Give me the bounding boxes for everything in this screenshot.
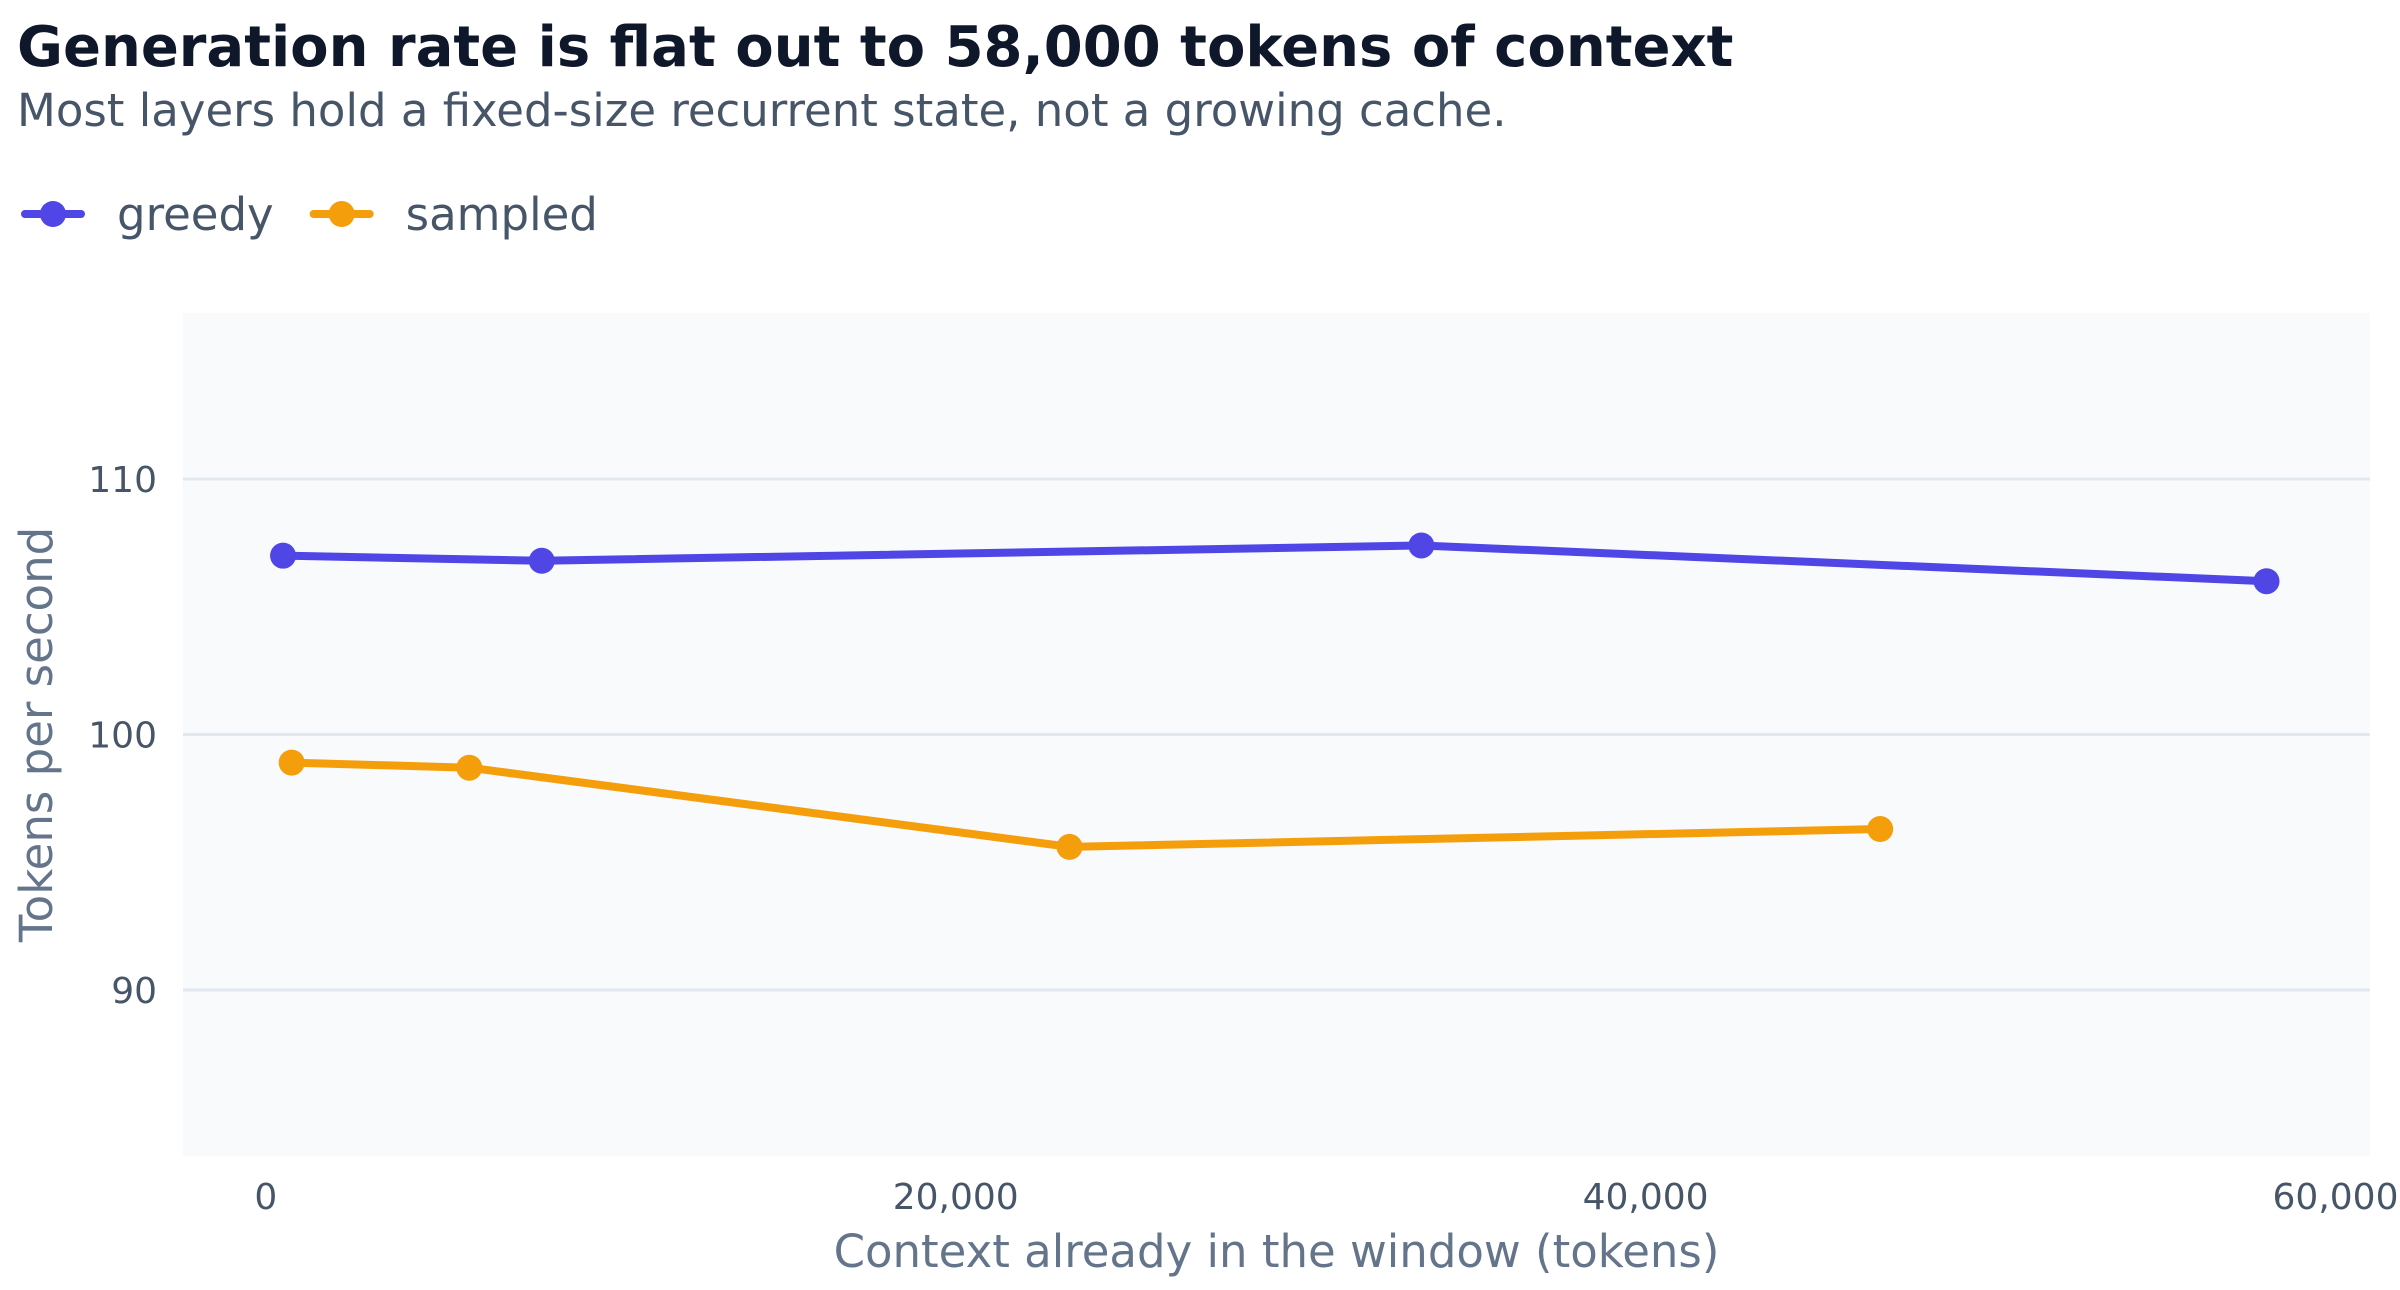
data-point-greedy [270,542,297,569]
series-line-greedy [279,541,2271,586]
series-line-sampled [287,758,1885,851]
y-tick-label: 110 [88,460,157,501]
data-point-sampled [1056,833,1083,860]
legend-swatch-marker [40,201,66,227]
gridlines [183,477,2370,992]
y-axis-title: Tokens per second [10,527,63,943]
y-axis-ticks: 90 100 110 [88,460,157,1012]
y-tick-label: 90 [111,971,157,1012]
series-sampled [278,749,1894,860]
chart-subtitle: Most layers hold a fixed-size recurrent … [17,84,1507,137]
legend: greedy sampled [21,188,598,241]
data-point-greedy [1408,532,1435,559]
x-tick-label: 0 [254,1177,277,1218]
x-tick-label: 40,000 [1583,1177,1709,1218]
data-point-sampled [278,749,305,776]
data-point-sampled [1867,816,1894,843]
legend-swatch-marker [328,201,355,227]
legend-item-sampled: sampled [309,188,598,241]
data-point-greedy [528,547,555,574]
legend-item-greedy: greedy [21,188,274,241]
x-tick-label: 60,000 [2273,1177,2399,1218]
series-layer [270,532,2280,860]
y-tick-label: 100 [88,716,157,757]
chart-title: Generation rate is flat out to 58,000 to… [17,15,1734,80]
legend-label: sampled [406,188,598,241]
x-axis-ticks: 0 20,000 40,000 60,000 [254,1177,2398,1218]
legend-label: greedy [117,188,274,241]
series-greedy [270,532,2280,595]
data-point-greedy [2253,568,2280,595]
data-point-sampled [456,754,483,781]
x-tick-label: 20,000 [893,1177,1019,1218]
x-axis-title: Context already in the window (tokens) [834,1225,1720,1278]
